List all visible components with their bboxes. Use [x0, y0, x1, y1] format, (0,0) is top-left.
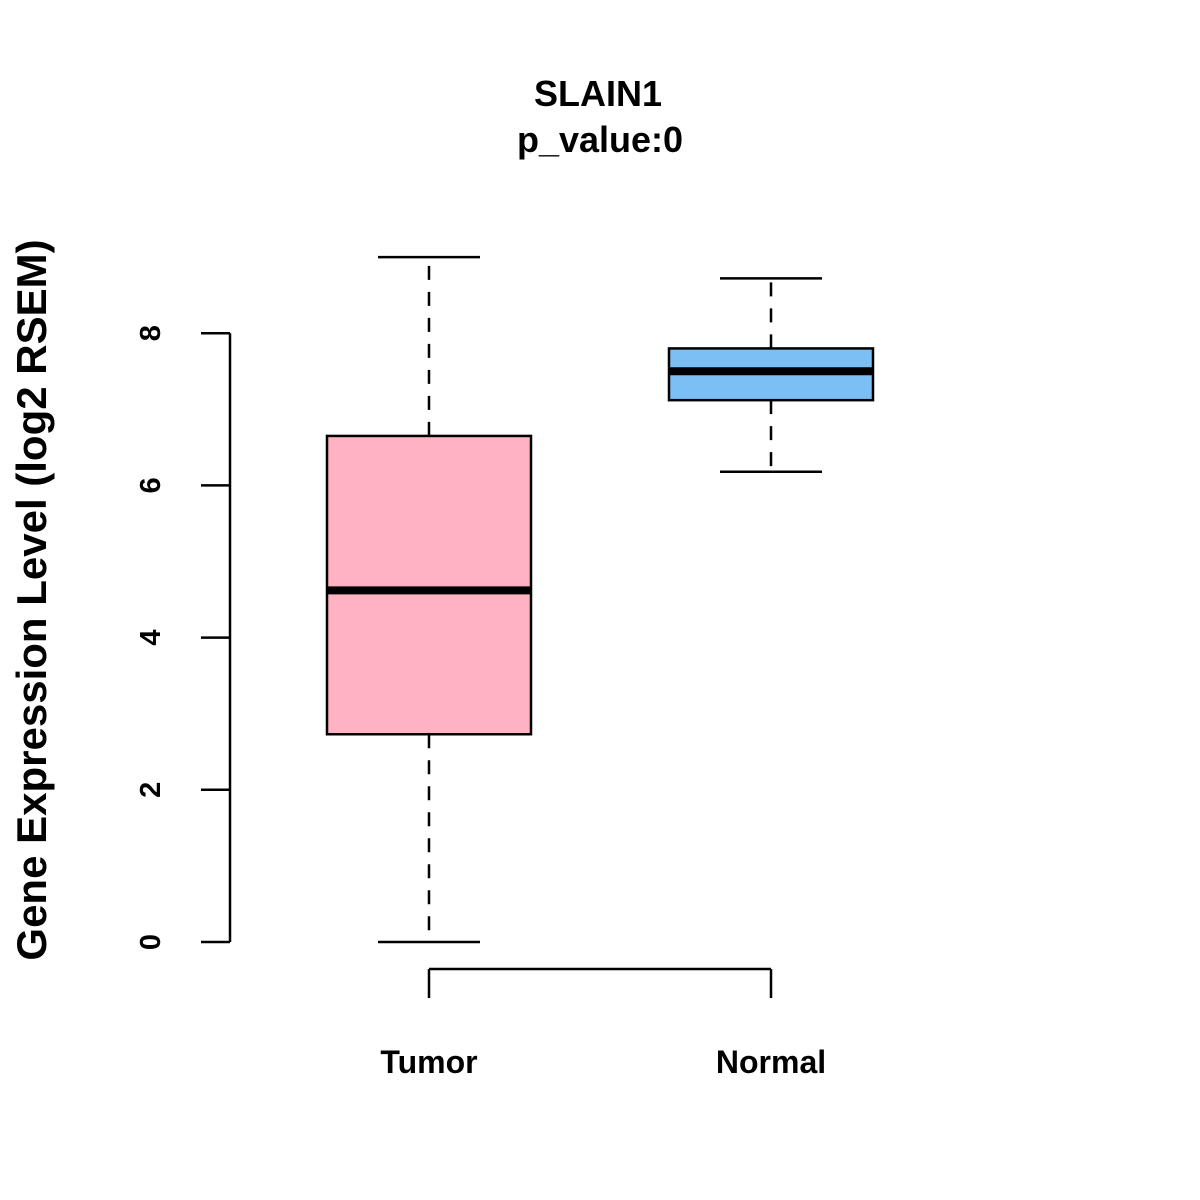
x-axis: Tumor Normal	[380, 967, 826, 1080]
chart-title: SLAIN1	[534, 73, 662, 114]
y-tick-label: 4	[135, 630, 167, 646]
y-tick-label: 8	[135, 325, 167, 341]
y-tick-label: 2	[135, 782, 167, 798]
y-axis-label: Gene Expression Level (log2 RSEM)	[8, 239, 55, 960]
y-axis: 0 2 4 6 8	[135, 325, 232, 950]
x-tick-label: Normal	[716, 1044, 826, 1080]
x-tick-label: Tumor	[380, 1044, 477, 1080]
box-normal	[667, 277, 875, 473]
iqr-box	[325, 434, 533, 736]
box-tumor	[325, 255, 533, 944]
boxes-layer	[325, 255, 875, 944]
chart-subtitle: p_value:0	[517, 119, 683, 160]
y-tick-label: 0	[135, 934, 167, 950]
y-tick-label: 6	[135, 477, 167, 493]
